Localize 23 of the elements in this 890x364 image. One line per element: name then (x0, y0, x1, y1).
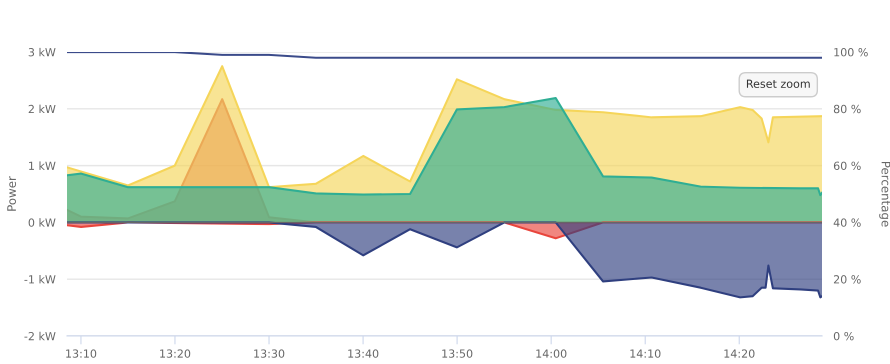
y2-tick-label: 60 % (834, 162, 861, 170)
x-tick-label: 13:10 (66, 349, 96, 358)
y2-axis-title: Percentage (879, 162, 890, 227)
y-tick-label: 1 kW (29, 161, 56, 170)
y2-tick-label: 20 % (834, 275, 861, 284)
x-tick-label: 13:30 (254, 349, 284, 358)
x-tick-label: 14:20 (724, 349, 754, 358)
y2-tick-label: 80 % (834, 104, 861, 114)
y-tick-label: -2 kW (24, 332, 56, 340)
x-tick-label: 13:40 (348, 349, 378, 358)
y-axis-title: Power (7, 176, 16, 211)
annotation: Reset zoom (746, 80, 810, 88)
y-tick-label: 2 kW (28, 104, 56, 114)
y-tick-label: 0 kW (28, 218, 56, 227)
x-tick-label: 13:50 (442, 349, 472, 358)
y2-tick-label: 100 % (834, 48, 868, 56)
y-tick-label: 3 kW (28, 48, 56, 56)
x-tick-label: 14:10 (630, 349, 660, 358)
x-tick-label: 14:00 (536, 349, 566, 358)
y-tick-label: -1 kW (24, 274, 56, 284)
x-tick-label: 13:20 (160, 349, 190, 358)
y2-tick-label: 40 % (834, 218, 861, 227)
y2-tick-label: 0 % (834, 332, 854, 340)
